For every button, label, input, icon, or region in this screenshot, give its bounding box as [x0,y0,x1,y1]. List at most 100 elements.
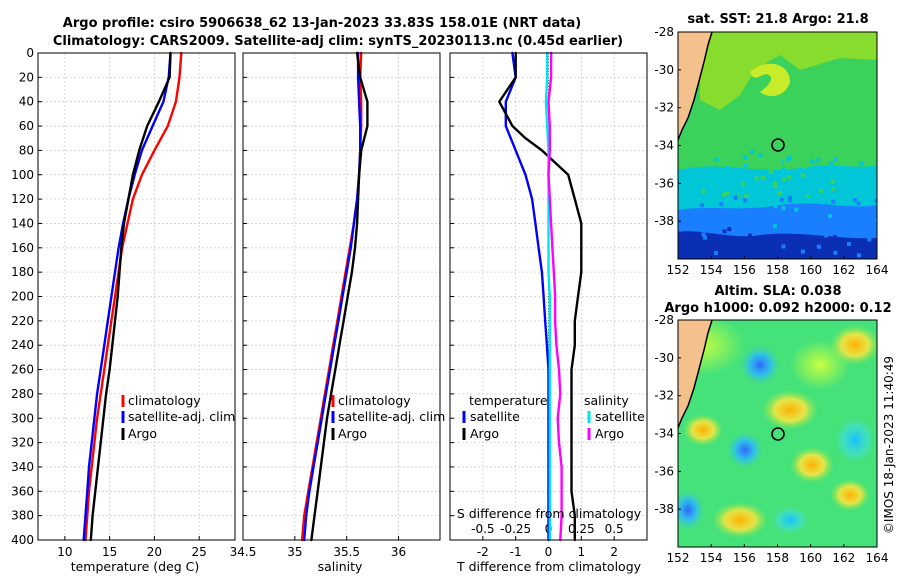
sst-pixel [811,190,816,195]
legend-label-sal-argo: Argo [595,426,624,441]
sla-high-anomaly [830,325,877,365]
sst-pixel [750,150,755,154]
plot-frame [242,52,441,541]
sst-pixel [725,166,730,170]
sst-pixel [794,207,799,212]
map-y-tick-label: -32 [654,101,674,115]
sst-pixel [747,233,752,238]
sst-pixel [860,207,865,212]
sst-pixel [828,214,833,219]
map-x-tick-label: 162 [832,551,855,565]
map-y-tick-label: -30 [654,63,674,77]
sst-pixel [839,249,844,254]
sst-pixel [819,168,824,173]
sst-pixel [701,189,706,194]
map-x-tick-label: 162 [832,263,855,277]
y-tick-label: 120 [11,192,34,206]
temperature-legend: climatology satellite-adj. clim Argo [121,393,235,441]
sla-high-anomaly [830,479,870,511]
sst-pixel [787,195,792,200]
sst-pixel [818,180,823,185]
sst-pixel [701,232,706,237]
sst-pixel [852,198,857,203]
sst-pixel [705,208,710,213]
map-x-tick-label: 158 [766,263,789,277]
sst-pixel [826,219,831,224]
sla-map-title-line2: Argo h1000: 0.092 h2000: 0.12 [664,301,891,316]
sla-high-anomaly [762,390,818,430]
chart-title-line2: Climatology: CARS2009. Satellite-adj cli… [53,34,623,49]
sst-pixel [758,153,763,157]
sst-land [678,32,712,140]
sst-pixel [856,201,861,206]
sst-pixel [831,199,836,204]
sst-pixel [788,248,793,253]
sst-pixel [803,164,808,169]
sst-pixel [763,158,768,163]
chart-title-line1: Argo profile: csiro 5906638_62 13-Jan-20… [63,16,581,31]
x-tick-label: 0 [545,545,553,559]
y-tick-label: 260 [11,363,34,377]
sst-pixel [857,253,861,258]
sla-high-anomaly [712,502,768,538]
sst-pixel [788,198,792,203]
x-tick-label: 20 [147,545,162,559]
s-diff-tick-label: -0.5 [471,522,494,536]
legend-label-climatology: climatology [128,393,201,408]
legend-label-argo: Argo [128,426,157,441]
x-tick-label: 35 [287,545,302,559]
x-tick-label: -2 [477,545,489,559]
sst-pixel [722,229,727,234]
y-tick-label: 80 [19,143,34,157]
series-line-temperature-argo [498,51,583,542]
map-x-tick-label: 160 [799,263,822,277]
sst-pixel [786,211,791,216]
y-tick-label: 100 [11,168,34,182]
sst-pixel [782,177,787,182]
y-tick-label: 180 [11,265,34,279]
sst-pixel [874,198,877,203]
y-tick-label: 280 [11,387,34,401]
sst-pixel [700,203,704,208]
y-tick-label: 320 [11,436,34,450]
sst-pixel [725,191,729,196]
difference-legend: temperature satellite Argo salinity sate… [462,393,645,441]
map-y-tick-label: -36 [654,176,674,190]
y-tick-label: 300 [11,411,34,425]
sst-pixel [733,195,738,200]
map-y-tick-label: -30 [654,351,674,365]
sst-pixel [715,188,720,193]
series-line-argo [89,51,172,542]
sst-pixel [869,206,874,211]
sst-coastline [678,32,713,141]
y-tick-label: 220 [11,314,34,328]
y-tick-label: 360 [11,484,34,498]
difference-panel: -2 -1 0 1 2-0.5 -0.25 0 0.25 0.5 [449,51,648,559]
map-x-tick-label: 154 [700,551,723,565]
sla-low-anomaly [725,430,765,470]
series-line-argo [310,51,369,542]
sst-pixel [871,251,876,255]
sst-pixel [859,161,864,166]
sst-pixel [704,185,709,190]
sla-low-anomaly [833,415,877,465]
map-y-tick-label: -38 [654,214,674,228]
sst-pixel [773,204,778,209]
sst-pixel [847,241,851,246]
sst-pixel [786,157,791,161]
sst-pixel [867,214,872,219]
sst-pixel [798,221,803,226]
legend-header-temperature: temperature [469,393,548,408]
map-x-tick-label: 152 [667,551,690,565]
y-tick-label: 140 [11,216,34,230]
x-tick-label: 2 [610,545,618,559]
sst-pixel [860,215,865,220]
sla-low-anomaly [678,488,706,532]
sst-pixel [700,217,705,222]
sst-pixel [830,179,835,184]
sst-pixel [816,158,821,163]
x-tick-label: 36 [391,545,406,559]
map-y-tick-label: -38 [654,502,674,516]
sst-map-ticks: 152 154 156 158 160 162 164 -28 -30 -32 -34 -36 -38 [654,25,888,277]
series-line-satellite-adj-clim [303,51,362,542]
